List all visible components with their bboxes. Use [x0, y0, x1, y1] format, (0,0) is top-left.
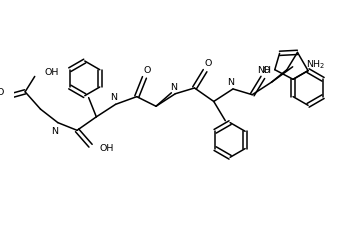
Text: NH$_2$: NH$_2$ [306, 58, 326, 71]
Text: OH: OH [44, 68, 59, 77]
Text: NH: NH [257, 66, 271, 75]
Text: O: O [144, 66, 151, 75]
Text: N: N [227, 77, 235, 86]
Text: N: N [52, 126, 58, 135]
Text: O: O [262, 66, 269, 75]
Text: O: O [204, 59, 212, 68]
Text: OH: OH [99, 143, 114, 153]
Text: O: O [0, 88, 4, 97]
Text: N: N [170, 82, 177, 91]
Text: N: N [110, 93, 117, 102]
